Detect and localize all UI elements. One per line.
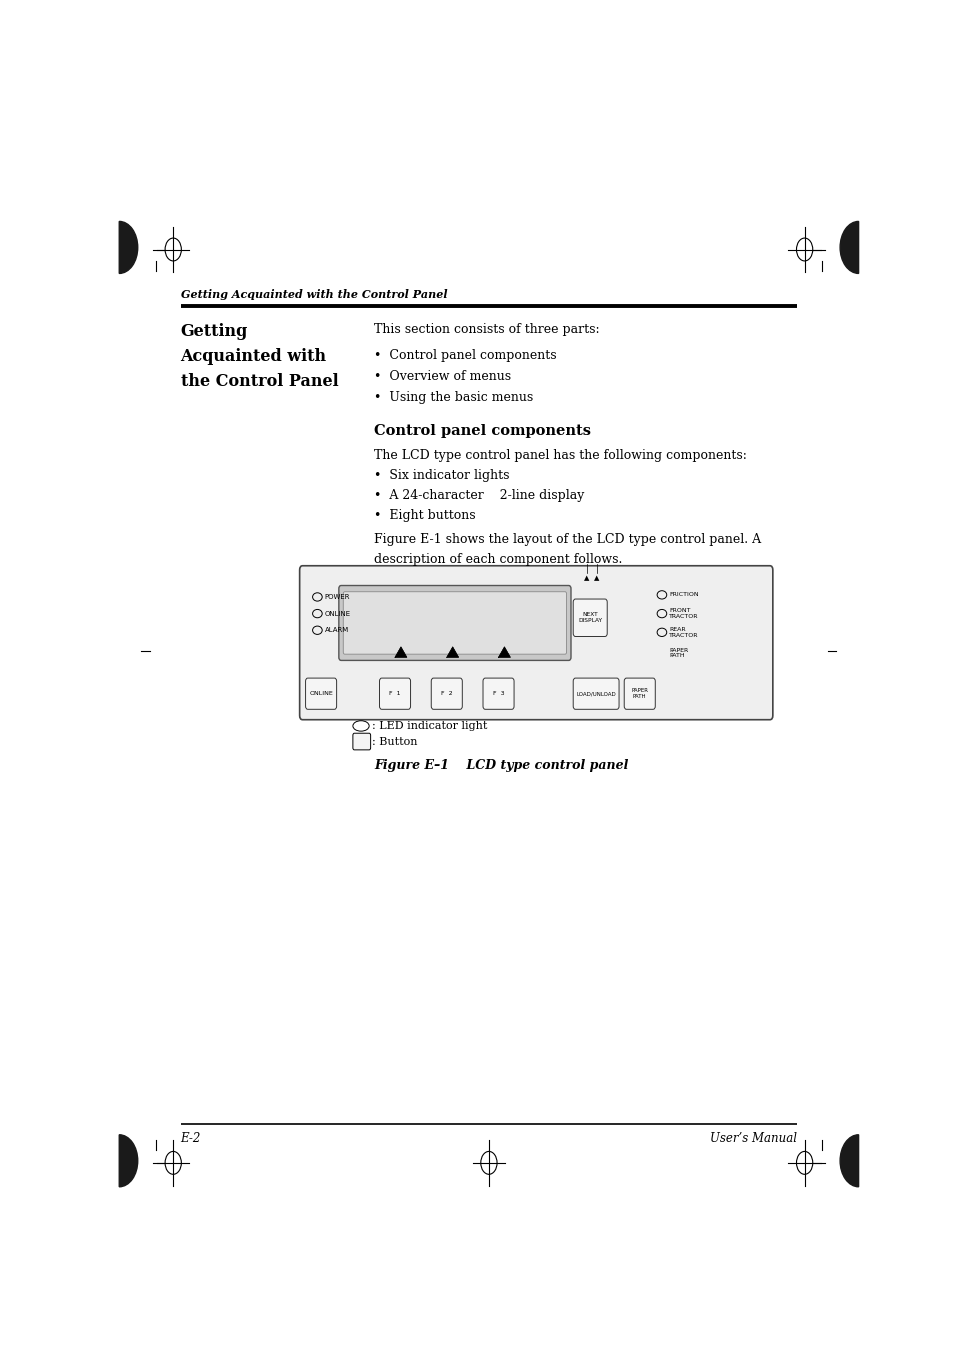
- Text: the Control Panel: the Control Panel: [180, 373, 338, 390]
- Text: E-2: E-2: [180, 1132, 201, 1144]
- Text: F  1: F 1: [389, 692, 400, 696]
- FancyBboxPatch shape: [573, 678, 618, 709]
- FancyBboxPatch shape: [353, 734, 370, 750]
- FancyBboxPatch shape: [573, 598, 606, 636]
- Text: •  Eight buttons: • Eight buttons: [374, 508, 476, 521]
- Text: NEXT
DISPLAY: NEXT DISPLAY: [578, 612, 601, 623]
- Polygon shape: [446, 647, 458, 658]
- Text: : Button: : Button: [372, 736, 417, 747]
- Text: This section consists of three parts:: This section consists of three parts:: [374, 323, 599, 336]
- FancyBboxPatch shape: [305, 678, 336, 709]
- Text: description of each component follows.: description of each component follows.: [374, 554, 622, 566]
- Text: ONLINE: ONLINE: [309, 692, 333, 696]
- Text: : LED indicator light: : LED indicator light: [372, 721, 487, 731]
- FancyBboxPatch shape: [431, 678, 462, 709]
- FancyBboxPatch shape: [343, 592, 566, 654]
- FancyBboxPatch shape: [623, 678, 655, 709]
- Text: Figure E-1 shows the layout of the LCD type control panel. A: Figure E-1 shows the layout of the LCD t…: [374, 534, 760, 547]
- Text: •  Six indicator lights: • Six indicator lights: [374, 469, 509, 482]
- Text: PAPER
PATH: PAPER PATH: [669, 648, 688, 658]
- Wedge shape: [840, 1135, 858, 1186]
- Text: User’s Manual: User’s Manual: [709, 1132, 797, 1144]
- Text: ▲: ▲: [583, 576, 589, 581]
- Text: •  Control panel components: • Control panel components: [374, 350, 557, 362]
- Text: FRONT
TRACTOR: FRONT TRACTOR: [669, 608, 699, 619]
- FancyBboxPatch shape: [338, 585, 571, 661]
- Text: The LCD type control panel has the following components:: The LCD type control panel has the follo…: [374, 450, 746, 462]
- Text: •  Using the basic menus: • Using the basic menus: [374, 390, 533, 404]
- Text: REAR
TRACTOR: REAR TRACTOR: [669, 627, 699, 638]
- Text: Getting Acquainted with the Control Panel: Getting Acquainted with the Control Pane…: [180, 289, 447, 300]
- Text: F  2: F 2: [440, 692, 452, 696]
- Text: FRICTION: FRICTION: [669, 592, 699, 597]
- Text: Acquainted with: Acquainted with: [180, 349, 326, 365]
- Text: LOAD/UNLOAD: LOAD/UNLOAD: [576, 692, 616, 696]
- FancyBboxPatch shape: [482, 678, 514, 709]
- Polygon shape: [498, 647, 510, 658]
- Wedge shape: [119, 1135, 137, 1186]
- Text: F  3: F 3: [492, 692, 504, 696]
- Text: Getting: Getting: [180, 323, 248, 340]
- Text: PAPER
PATH: PAPER PATH: [631, 688, 648, 698]
- Polygon shape: [395, 647, 406, 658]
- FancyBboxPatch shape: [379, 678, 410, 709]
- Text: ONLINE: ONLINE: [324, 611, 351, 616]
- Text: Figure E–1    LCD type control panel: Figure E–1 LCD type control panel: [374, 759, 628, 773]
- Text: POWER: POWER: [324, 594, 350, 600]
- Text: •  A 24-character    2-line display: • A 24-character 2-line display: [374, 489, 584, 501]
- FancyBboxPatch shape: [299, 566, 772, 720]
- Text: ▲: ▲: [594, 576, 598, 581]
- Text: Control panel components: Control panel components: [374, 424, 591, 438]
- Wedge shape: [119, 222, 137, 273]
- Text: ALARM: ALARM: [324, 627, 349, 634]
- Wedge shape: [840, 222, 858, 273]
- Text: •  Overview of menus: • Overview of menus: [374, 370, 511, 384]
